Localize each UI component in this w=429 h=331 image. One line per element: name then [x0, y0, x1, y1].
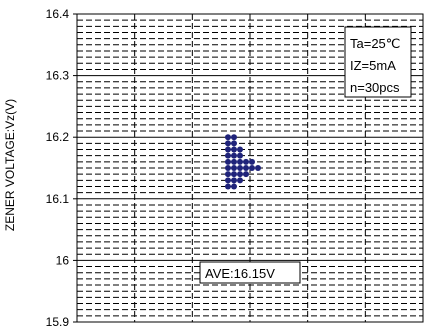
data-point — [243, 158, 249, 165]
y-tick-label: 15.9 — [46, 315, 70, 329]
data-point — [225, 152, 231, 159]
average-label: AVE:16.15V — [205, 266, 275, 281]
data-point — [225, 140, 231, 147]
data-point — [231, 140, 237, 147]
plot-border — [76, 13, 424, 323]
plot-frame — [76, 13, 424, 323]
data-point — [255, 165, 261, 171]
conditions-box: Ta=25℃ IZ=5mA n=30pcs — [344, 26, 412, 98]
data-point — [231, 152, 237, 159]
data-point — [231, 171, 237, 178]
data-point — [225, 165, 231, 171]
data-point — [231, 183, 237, 190]
condition-count: n=30pcs — [350, 80, 400, 95]
data-point — [237, 177, 243, 184]
y-tick-label: 16.3 — [46, 69, 70, 83]
data-point — [231, 158, 237, 165]
data-point — [243, 165, 249, 171]
data-point — [249, 165, 255, 171]
data-point — [237, 158, 243, 165]
data-point — [225, 183, 231, 190]
data-point — [231, 165, 237, 171]
y-axis-label: ZENER VOLTAGE:Vz(V) — [3, 99, 17, 231]
data-point — [237, 171, 243, 178]
condition-current: IZ=5mA — [350, 58, 396, 73]
data-point — [225, 158, 231, 165]
data-point — [231, 134, 237, 141]
data-point — [231, 146, 237, 153]
y-tick-label: 16.2 — [46, 130, 70, 144]
data-points — [225, 134, 261, 190]
data-point — [225, 177, 231, 184]
data-point — [231, 177, 237, 184]
condition-temperature: Ta=25℃ — [350, 36, 400, 51]
data-point — [225, 134, 231, 141]
data-point — [243, 171, 249, 178]
y-tick-label: 16.1 — [46, 192, 70, 206]
data-point — [237, 146, 243, 153]
data-point — [225, 171, 231, 178]
data-point — [237, 152, 243, 159]
data-point — [237, 165, 243, 171]
y-tick-label: 16.4 — [46, 7, 70, 21]
average-box: AVE:16.15V — [199, 261, 301, 284]
data-point — [225, 146, 231, 153]
data-point — [249, 158, 255, 165]
y-tick-labels: 15.9 16 16.1 16.2 16.3 16.4 — [46, 7, 77, 329]
y-tick-label: 16 — [56, 253, 70, 267]
